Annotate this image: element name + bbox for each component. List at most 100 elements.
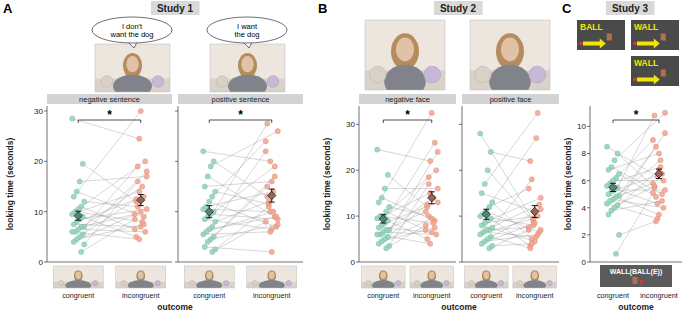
data-point [271,209,276,214]
y-tick [356,262,359,263]
photo-hair [482,270,491,281]
data-point [135,179,140,184]
photo-body [259,280,285,288]
data-point [479,223,484,228]
photo-toy [369,66,386,83]
data-point [535,232,540,237]
pair-line [77,192,144,217]
photo-hair [205,270,214,281]
data-point [612,158,617,163]
data-point [201,232,206,237]
pair-line [480,134,533,221]
x-axis [47,262,172,263]
pair-line [618,186,655,205]
data-point [263,139,268,144]
mean-marker [74,212,82,220]
data-point [435,186,440,191]
screen-block [661,70,666,77]
screen-arrow [637,75,660,85]
data-point [70,229,75,234]
data-point [82,242,87,247]
pair-line [489,228,529,230]
pair-line [214,124,268,212]
data-point [482,181,487,186]
pair-line [482,193,535,211]
screen-ball [579,42,583,46]
y-tick-label: 10 [577,122,586,131]
photo-face [75,272,81,279]
screen-block [632,277,637,284]
data-point [534,136,539,141]
data-point [202,184,207,189]
pair-line [612,201,663,210]
x-tick-label: incongruent [122,291,160,300]
data-point [141,222,146,227]
data-point [662,188,667,193]
photo-body [65,280,91,288]
screen-text: WALL(BALL(E)) [610,268,662,276]
data-point [426,175,431,180]
pair-line [618,115,655,187]
data-point [653,219,658,224]
photo-frame [95,44,170,92]
pair-line [383,170,436,216]
photo-face [241,56,253,72]
pair-line [382,143,435,226]
photo-toy [59,281,64,286]
data-point [376,241,381,246]
data-point [141,214,146,219]
y-tick-label: 2 [582,231,587,240]
pair-line [206,212,273,232]
pair-line [491,152,531,161]
data-point [606,192,611,197]
photo-toy [93,281,98,286]
data-point [138,209,143,214]
data-point [71,222,76,227]
panel-letter: B [318,1,327,16]
pair-line [615,133,666,208]
screen [631,56,679,86]
data-point [432,140,437,145]
photo-toy [547,281,552,286]
pair-line [482,223,535,244]
screen-ball [639,280,643,284]
data-point [652,113,657,118]
photo-body [420,280,443,288]
pair-line [610,160,661,201]
data-point [428,241,433,246]
pair-line [615,190,666,191]
photo-toy [190,281,195,286]
pair-line [75,187,142,232]
y-tick-label: 10 [34,208,43,217]
data-point [656,151,661,156]
data-point [384,209,389,214]
data-point [213,189,218,194]
bubble [207,17,287,43]
photo-toy [517,281,522,286]
study-title-group: Study 2 [434,1,483,15]
x-tick-label: congruent [193,291,225,300]
photo [95,44,170,92]
pair-line [84,181,138,244]
facet-title: positive sentence [212,95,270,104]
y-axis-title: looking time (seconds) [5,138,15,231]
pair-line [205,181,272,186]
panel-letter: A [3,1,13,16]
photo-toy [444,281,449,286]
data-point [132,227,137,232]
photo-hair [267,270,276,281]
marks [201,121,281,255]
study-title-group: Study 1 [151,1,200,15]
data-point [382,186,387,191]
data-point [650,190,655,195]
bubble-text: I wantthe dog [234,22,259,40]
photo-hair [123,53,142,78]
data-point [435,149,440,154]
pair-line [607,147,658,177]
photo-hair [136,270,145,281]
data-point [71,239,76,244]
pair-line [74,111,141,197]
photo [210,44,285,92]
screen-arrow [583,39,606,49]
photo-toy [267,76,279,88]
